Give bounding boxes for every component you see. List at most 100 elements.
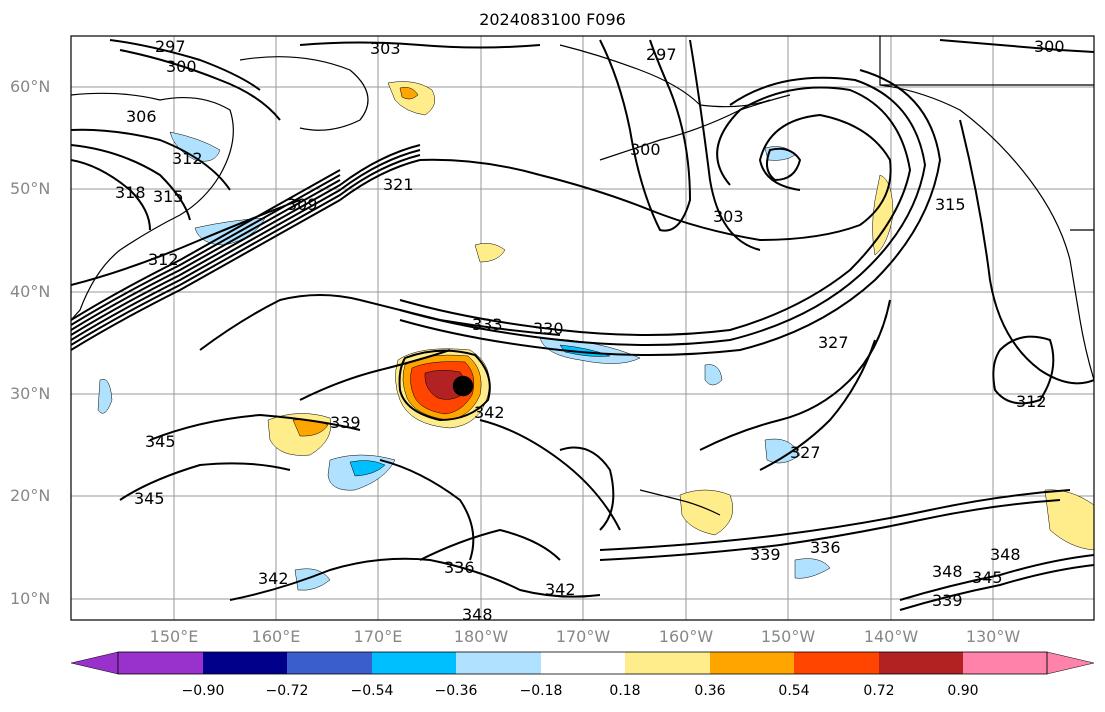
colorbar-tick-label: 0.90: [947, 683, 979, 699]
contour-label-layer: 297 300 303 297 300 306 312 318 315 309 …: [115, 37, 1065, 620]
contour-345: [149, 413, 361, 441]
coast-siberia: [239, 56, 369, 131]
lon-label: 170°E: [353, 627, 403, 646]
coast-hawaii: [639, 489, 721, 516]
lat-label: 40°N: [10, 282, 51, 301]
colorbar-extend-low: [70, 651, 119, 675]
contour-ridge-4: [399, 69, 942, 356]
colorbar-extend-high: [1046, 651, 1095, 675]
contour-label: 312: [148, 250, 179, 269]
colorbar-tick-label: −0.36: [434, 683, 478, 699]
contour-342: [479, 419, 621, 531]
contour-cutoff-low: [398, 349, 491, 422]
contour-label: 321: [383, 175, 414, 194]
contour-327-b: [759, 339, 876, 471]
lon-label: 150°W: [760, 627, 816, 646]
contour-label: 339: [932, 591, 963, 610]
contour-loop-s: [379, 459, 475, 561]
lon-label: 180°W: [453, 627, 509, 646]
height-contours: [71, 39, 1094, 611]
contour-297: [109, 39, 261, 91]
contour-label: 312: [1016, 392, 1047, 411]
contour-jet-3: [71, 149, 421, 341]
lon-label: 160°E: [251, 627, 301, 646]
colorbar-bin: [203, 652, 287, 674]
contour-ridge-2: [399, 86, 912, 336]
contour-342-s: [229, 557, 601, 601]
contour-label: 339: [330, 413, 361, 432]
contour-label: 342: [474, 403, 505, 422]
contour-label: 315: [153, 187, 184, 206]
colorbar-bin: [372, 652, 456, 674]
contour-jet-6: [71, 174, 341, 326]
colorbar-tick-label: −0.18: [519, 683, 563, 699]
lon-label: 160°W: [658, 627, 714, 646]
contour-306: [71, 128, 231, 191]
colorbar-tick-label: −0.90: [181, 683, 225, 699]
contour-label: 348: [990, 545, 1021, 564]
contour-348-se: [899, 554, 1094, 601]
colorbar-bin: [963, 652, 1047, 674]
colorbar-tick-label: 0.36: [694, 683, 726, 699]
colorbar-tick-label: 0.18: [609, 683, 641, 699]
contour-label: 342: [545, 580, 576, 599]
contour-label: 345: [972, 568, 1003, 587]
cold-anomaly-9: [794, 558, 831, 579]
contour-label: 336: [444, 558, 475, 577]
map-frame: [70, 35, 1095, 621]
anomaly-yellow-4: [679, 489, 734, 536]
lon-label: 130°W: [965, 627, 1021, 646]
contour-label: 300: [630, 140, 661, 159]
contour-ridge-3: [399, 76, 927, 346]
contour-300: [119, 49, 281, 121]
contour-label: 345: [145, 432, 176, 451]
anomaly-orange-1: [399, 87, 419, 100]
lat-label: 20°N: [10, 486, 51, 505]
cold-anomaly-4: [349, 460, 386, 477]
lon-label: 150°E: [149, 627, 199, 646]
contour-315-ne: [959, 119, 1094, 385]
contour-jet-7: [71, 169, 341, 321]
gridlines: [71, 36, 1094, 620]
contour-303-trough: [689, 39, 761, 251]
contour-label: 339: [750, 545, 781, 564]
contour-label: 303: [370, 39, 401, 58]
contour-label: 303: [713, 207, 744, 226]
contour-336: [419, 528, 561, 561]
colorbar-bin: [456, 652, 541, 674]
contour-label: 327: [818, 333, 849, 352]
coast-aleutians: [599, 94, 791, 161]
contour-303: [299, 41, 541, 49]
plot-title: 2024083100 F096: [479, 10, 626, 29]
coast-alaska-canada: [879, 36, 1081, 321]
contour-label: 315: [935, 195, 966, 214]
contour-label: 309: [287, 195, 318, 214]
anomaly-yellow-5: [872, 174, 894, 256]
contour-345-s: [119, 462, 291, 501]
colorbar-bin: [710, 652, 794, 674]
colorbar-bin: [625, 652, 710, 674]
contour-label: 327: [790, 443, 821, 462]
contour-label: 318: [115, 183, 146, 202]
contour-309: [71, 199, 301, 286]
contour-333: [359, 299, 561, 336]
coast-california: [1079, 319, 1094, 381]
colorbar-bin: [287, 652, 372, 674]
contour-label: 330: [533, 319, 564, 338]
colorbar-bin: [541, 652, 625, 674]
contour-label: 345: [134, 489, 165, 508]
contour-label: 336: [810, 538, 841, 557]
contour-300-trough: [599, 39, 692, 232]
colorbar-bin: [794, 652, 879, 674]
colorbar-outline: [117, 651, 1048, 675]
colorbar-tick-label: 0.72: [863, 683, 895, 699]
coast-alaska-west: [559, 44, 771, 108]
anomaly-center: [452, 375, 474, 397]
shaded-field: [97, 81, 1094, 591]
contour-300-ne: [939, 39, 1094, 53]
lon-label: 140°W: [863, 627, 919, 646]
contour-jet-4: [71, 144, 421, 336]
colorbar-tick-label: −0.54: [350, 683, 394, 699]
contour-339-e: [599, 499, 1061, 561]
